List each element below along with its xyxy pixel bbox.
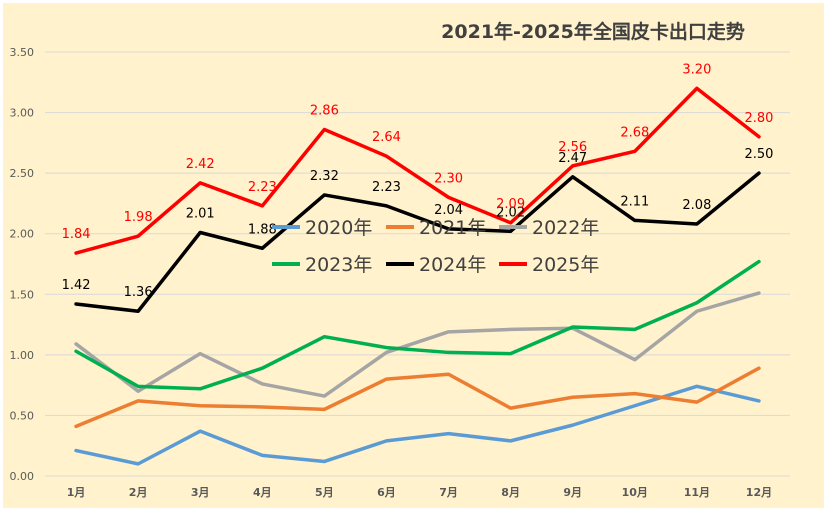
legend-label: 2022年 <box>532 217 599 239</box>
series-line <box>74 171 761 313</box>
y-tick-label: 0.50 <box>10 409 35 422</box>
x-tick-label: 7月 <box>439 486 458 499</box>
chart-title: 2021年-2025年全国皮卡出口走势 <box>441 20 745 43</box>
x-tick-label: 10月 <box>622 486 648 499</box>
data-label: 2.02 <box>496 205 525 220</box>
data-label: 2.09 <box>496 197 525 212</box>
data-label: 1.84 <box>62 227 91 242</box>
series-line <box>74 259 761 391</box>
series-line <box>74 291 761 398</box>
series-line <box>74 366 761 429</box>
legend-label: 2023年 <box>305 254 372 276</box>
data-label: 2.42 <box>186 157 215 172</box>
x-tick-label: 4月 <box>253 486 272 499</box>
data-label: 2.64 <box>372 130 401 145</box>
x-tick-label: 1月 <box>67 486 86 499</box>
data-label: 2.30 <box>434 171 463 186</box>
data-label: 3.20 <box>682 62 711 77</box>
plot-background <box>3 3 824 508</box>
data-label: 2.23 <box>248 180 277 195</box>
x-tick-label: 12月 <box>746 486 772 499</box>
data-label: 2.50 <box>744 147 773 162</box>
x-tick-label: 6月 <box>377 486 396 499</box>
data-label: 2.08 <box>682 198 711 213</box>
data-label: 1.98 <box>124 210 153 225</box>
data-label: 2.68 <box>620 125 649 140</box>
data-label: 2.01 <box>186 207 215 222</box>
y-tick-label: 1.00 <box>10 349 35 362</box>
legend-label: 2025年 <box>532 254 599 276</box>
x-tick-label: 3月 <box>191 486 210 499</box>
y-tick-label: 1.50 <box>10 288 35 301</box>
x-tick-label: 9月 <box>563 486 582 499</box>
series-line <box>74 384 761 466</box>
legend-label: 2020年 <box>305 217 372 239</box>
data-label: 1.42 <box>62 278 91 293</box>
data-label: 1.36 <box>124 285 153 300</box>
y-tick-label: 2.00 <box>10 228 35 241</box>
data-label: 2.04 <box>434 203 463 218</box>
y-tick-label: 3.50 <box>10 46 35 59</box>
y-tick-label: 0.00 <box>10 470 35 483</box>
data-label: 1.88 <box>248 222 277 237</box>
y-tick-label: 2.50 <box>10 167 35 180</box>
data-label: 2.23 <box>372 180 401 195</box>
y-tick-label: 3.00 <box>10 107 35 120</box>
data-label: 2.80 <box>744 111 773 126</box>
legend-label: 2021年 <box>419 217 486 239</box>
x-tick-label: 8月 <box>501 486 520 499</box>
data-label: 2.11 <box>620 194 649 209</box>
legend-label: 2024年 <box>419 254 486 276</box>
data-label: 2.32 <box>310 169 339 184</box>
x-tick-label: 2月 <box>129 486 148 499</box>
x-tick-label: 5月 <box>315 486 334 499</box>
series-line <box>74 86 761 255</box>
data-label: 2.86 <box>310 104 339 119</box>
data-label: 2.56 <box>558 140 587 155</box>
data-label: 2.47 <box>558 151 587 166</box>
x-tick-label: 11月 <box>684 486 710 499</box>
